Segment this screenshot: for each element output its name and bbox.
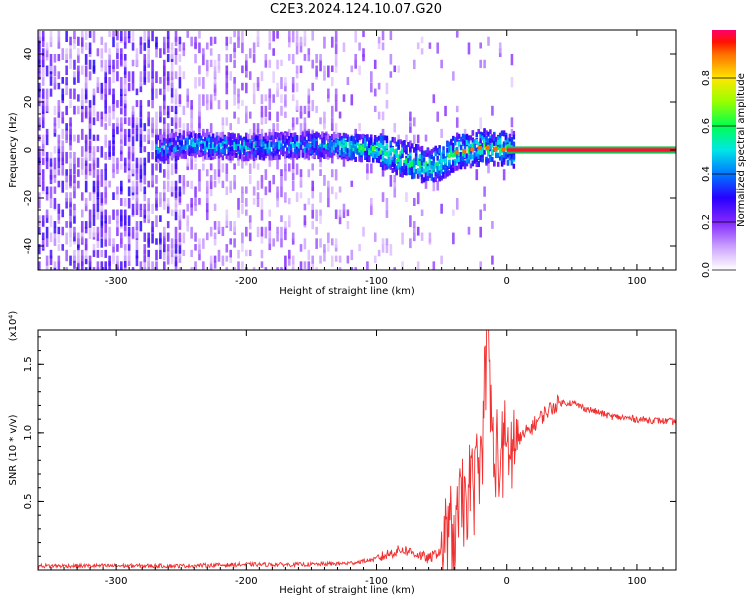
y-axis-label: Frequency (Hz) <box>8 112 19 188</box>
colorbar-label: Normalized spectral amplitude <box>736 73 747 227</box>
x-tick-label: -100 <box>365 576 388 587</box>
x-tick-label: 0 <box>504 576 510 587</box>
x-tick-label: -300 <box>105 276 128 287</box>
x-axis-label: Height of straight line (km) <box>279 286 415 297</box>
spectrogram-image <box>38 30 676 270</box>
y-axis-label: SNR (10 * v/v) <box>8 414 19 485</box>
y-tick-label: -20 <box>23 190 34 206</box>
x-tick-label: 0 <box>504 276 510 287</box>
colorbar-tick-label: 0.4 <box>701 166 712 182</box>
y-tick-label: 40 <box>23 48 34 61</box>
x-tick-label: -200 <box>235 576 258 587</box>
x-tick-label: -100 <box>365 276 388 287</box>
y-multiplier-label: (x10⁴) <box>8 311 19 342</box>
x-tick-label: 100 <box>627 276 646 287</box>
colorbar-tick-label: 0.6 <box>701 118 712 134</box>
y-tick-label: 0 <box>23 147 34 153</box>
y-tick-label: 1.0 <box>23 425 34 441</box>
colorbar-tick-label: 0.8 <box>701 70 712 86</box>
x-tick-label: 100 <box>627 576 646 587</box>
colorbar: 0.0 0.2 0.4 0.6 0.8 Normalized spectral ampli… <box>701 30 747 278</box>
y-tick-label: 1.5 <box>23 356 34 372</box>
figure-title: C2E3.2024.124.10.07.G20 <box>269 2 443 17</box>
y-tick-label: 0.5 <box>23 493 34 509</box>
colorbar-gradient <box>712 30 736 270</box>
carrier-line <box>506 148 676 152</box>
y-tick-label: -40 <box>23 238 34 254</box>
x-tick-label: -200 <box>235 276 258 287</box>
snr-panel: -300 -200 -100 0 100 0.5 1.0 1.5 Height of strai… <box>8 311 677 596</box>
colorbar-tick-label: 0.2 <box>701 214 712 230</box>
x-tick-label: -300 <box>105 576 128 587</box>
colorbar-tick-label: 0.0 <box>701 262 712 278</box>
y-tick-label: 20 <box>23 96 34 109</box>
snr-line <box>38 330 676 570</box>
x-axis-label: Height of straight line (km) <box>279 585 415 596</box>
snr-frame <box>37 329 677 571</box>
